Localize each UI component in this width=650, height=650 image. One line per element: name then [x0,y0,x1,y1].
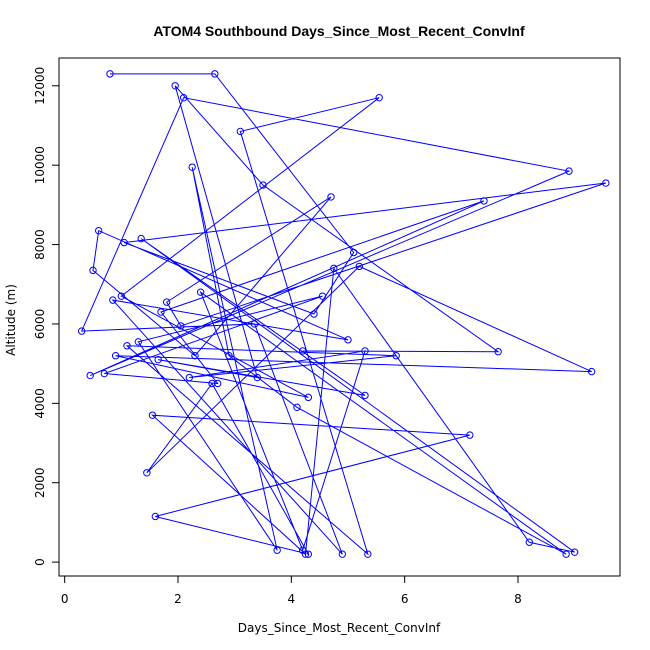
data-point [259,181,267,189]
data-point [327,193,335,201]
data-point [344,336,352,344]
data-point [375,93,383,102]
x-tick-label: 6 [401,592,409,606]
data-point [273,546,281,554]
data-point [565,167,573,175]
plot-frame [58,57,621,577]
data-point [301,550,310,558]
data-point [143,469,151,477]
data-point [111,352,120,360]
data-point [109,296,117,304]
data-point [100,369,109,378]
data-point [364,550,372,558]
data-point [185,373,194,382]
data-point [310,310,318,318]
y-axis-label: Altitude (m) [4,284,18,356]
data-point [123,342,131,350]
data-point [208,379,216,388]
y-tick-label: 0 [33,558,47,566]
data-point [349,248,358,257]
y-tick-label: 12000 [33,67,47,105]
data-point [466,431,474,439]
data-point [213,379,222,388]
y-tick-label: 4000 [33,388,47,419]
data-point [89,266,97,275]
data-point [361,347,369,355]
data-point [191,352,199,360]
x-axis-label: Days_Since_Most_Recent_ConvInf [238,621,441,635]
data-point [148,411,157,419]
data-point [77,327,86,335]
data-point [151,512,160,521]
y-tick-label: 8000 [33,229,47,260]
y-axis: 0 2000 4000 6000 8000 10000 12000 [33,67,59,566]
data-point [562,550,570,558]
data-point [298,347,307,355]
y-tick-label: 6000 [33,309,47,340]
data-point [134,338,143,346]
data-point [236,127,245,136]
series-layer [80,73,606,556]
data-point [157,308,165,316]
data-point [304,550,313,558]
y-tick-label: 10000 [33,146,47,184]
data-point [318,292,327,300]
data-point [304,393,313,402]
data-point [570,548,579,556]
x-tick-label: 8 [514,592,522,606]
data-point [494,348,502,356]
points-layer [77,70,610,558]
data-point [525,538,534,546]
data-point [587,367,596,376]
series-line [80,73,606,556]
data-point [196,288,205,296]
data-point [177,322,185,330]
data-point [188,163,196,171]
y-tick-label: 2000 [33,467,47,498]
data-point [171,82,179,90]
data-point [86,371,94,380]
data-point [120,238,128,247]
data-point [355,262,364,271]
data-point [480,197,488,205]
x-axis: 0 2 4 6 8 [61,576,522,606]
data-point [253,373,262,382]
data-point [154,355,162,364]
data-point [392,352,400,360]
chart-title: ATOM4 Southbound Days_Since_Most_Recent_… [153,23,525,39]
x-tick-label: 2 [174,592,182,606]
data-point [179,93,188,102]
data-point [94,226,103,235]
x-tick-label: 4 [288,592,296,606]
data-point [330,264,338,273]
data-point [211,70,219,78]
data-point [106,70,114,78]
data-point [225,352,233,360]
data-point [117,292,126,300]
data-point [137,234,145,243]
data-point [338,550,347,558]
data-point [293,403,301,412]
data-point [361,391,369,400]
data-point [162,298,171,306]
data-point [602,179,610,187]
x-tick-label: 0 [61,592,69,606]
data-point [250,320,259,328]
